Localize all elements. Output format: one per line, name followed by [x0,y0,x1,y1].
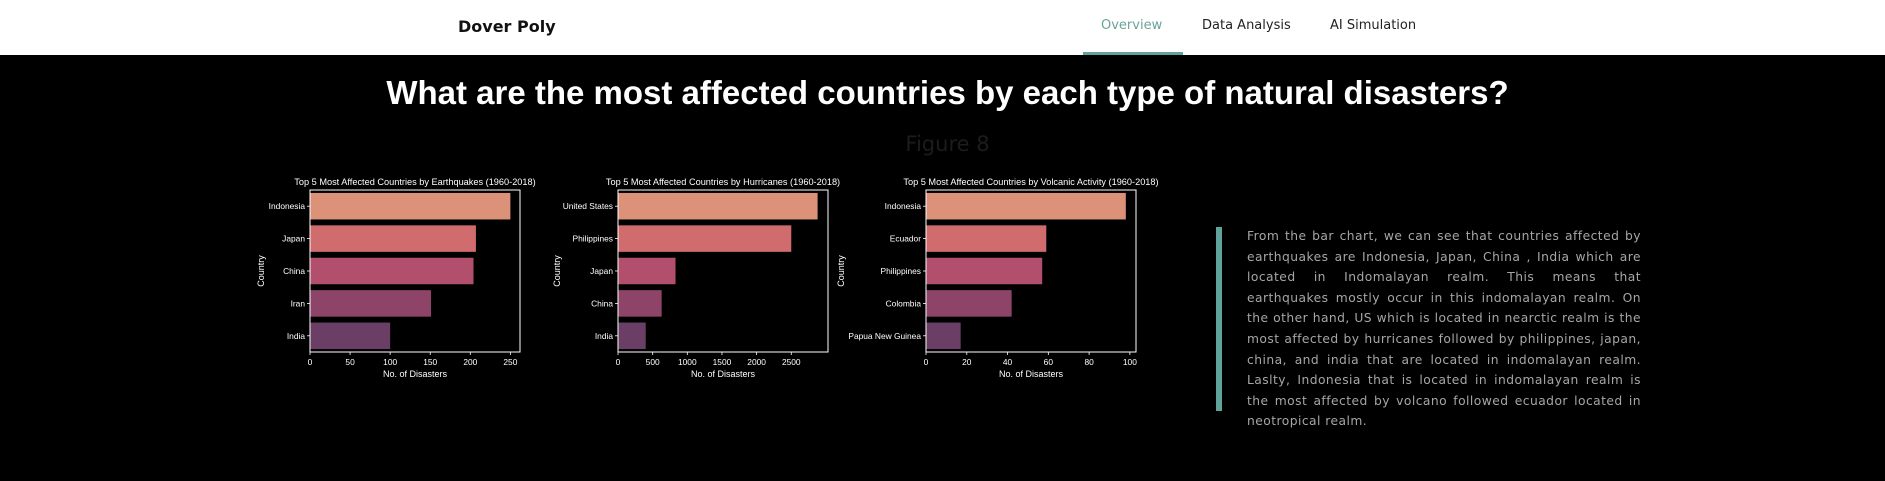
x-tick-label: 500 [646,357,660,367]
x-tick-label: 200 [463,357,477,367]
y-tick-label: Indonesia [269,201,306,211]
earthquakes-bar-chart: Top 5 Most Affected Countries by Earthqu… [256,177,536,379]
y-tick-label: Indonesia [885,201,922,211]
y-axis-label: Country [256,255,266,287]
y-tick-label: United States [563,201,613,211]
volcanic-activity-bar-chart: Top 5 Most Affected Countries by Volcani… [836,177,1159,379]
y-tick-label: Japan [590,266,613,276]
y-axis-label: Country [836,255,846,287]
plot-frame [617,189,829,353]
x-tick-label: 80 [1084,357,1094,367]
x-tick-label: 250 [503,357,517,367]
plot-frame [925,189,1137,353]
x-tick-label: 0 [308,357,313,367]
bar-china [618,290,662,317]
bar-indonesia [310,192,511,220]
bar-japan [310,225,476,252]
x-axis-label: No. of Disasters [691,369,756,379]
bar-united-states [618,192,818,220]
x-axis-label: No. of Disasters [999,369,1064,379]
y-tick-label: Japan [282,234,305,244]
x-tick-label: 100 [1123,357,1137,367]
x-tick-label: 1000 [678,357,697,367]
chart-title: Top 5 Most Affected Countries by Volcani… [903,177,1158,187]
nav-item-ai-simulation[interactable]: AI Simulation [1330,18,1417,33]
figure-caption: Figure 8 [905,132,990,156]
bar-ecuador [926,225,1047,252]
bar-india [310,322,391,350]
y-tick-label: Iran [291,298,306,308]
bar-colombia [926,290,1012,317]
y-tick-label: China [591,298,613,308]
y-tick-label: Colombia [886,298,922,308]
x-tick-label: 2000 [747,357,766,367]
y-tick-label: Papua New Guinea [848,331,921,341]
bar-iran [310,290,432,317]
bar-papua-new-guinea [926,322,961,350]
nav-item-data-analysis[interactable]: Data Analysis [1202,18,1291,33]
x-tick-label: 0 [924,357,929,367]
bar-philippines [618,225,792,252]
chart-title: Top 5 Most Affected Countries by Hurrica… [606,177,840,187]
y-tick-label: Ecuador [890,234,921,244]
chart-title: Top 5 Most Affected Countries by Earthqu… [294,177,535,187]
active-tab-indicator [1083,52,1183,55]
page-title: What are the most affected countries by … [386,74,1509,111]
quote-accent-bar [1216,227,1222,411]
y-axis-label: Country [552,255,562,287]
x-tick-label: 100 [383,357,397,367]
brand-link[interactable]: Dover Poly [458,17,556,36]
x-tick-label: 40 [1003,357,1013,367]
y-tick-label: India [287,331,306,341]
bar-japan [618,257,676,285]
y-tick-label: India [595,331,614,341]
bar-india [618,322,646,350]
analysis-paragraph: From the bar chart, we can see that coun… [1247,229,1641,429]
plot-frame [309,189,521,353]
x-tick-label: 60 [1044,357,1054,367]
x-tick-label: 20 [962,357,972,367]
x-tick-label: 150 [423,357,437,367]
x-axis-label: No. of Disasters [383,369,448,379]
x-tick-label: 0 [616,357,621,367]
bar-china [310,257,474,285]
x-tick-label: 1500 [713,357,732,367]
bar-philippines [926,257,1043,285]
top-navbar: Dover Poly Overview Data Analysis AI Sim… [0,0,1885,55]
hurricanes-bar-chart: Top 5 Most Affected Countries by Hurrica… [552,177,840,379]
x-tick-label: 50 [345,357,355,367]
y-tick-label: Philippines [880,266,921,276]
nav-item-overview[interactable]: Overview [1101,18,1163,33]
bar-indonesia [926,192,1126,220]
x-tick-label: 2500 [782,357,801,367]
y-tick-label: China [283,266,305,276]
y-tick-label: Philippines [572,234,613,244]
